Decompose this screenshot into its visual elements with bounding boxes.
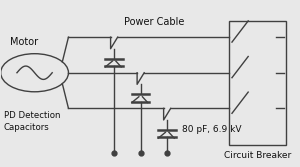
Text: Motor: Motor <box>10 37 38 47</box>
Bar <box>229 21 286 145</box>
Text: Power Cable: Power Cable <box>124 17 185 27</box>
Text: PD Detection
Capacitors: PD Detection Capacitors <box>4 111 60 132</box>
Text: Circuit Breaker: Circuit Breaker <box>224 151 291 160</box>
Text: 80 pF, 6.9 kV: 80 pF, 6.9 kV <box>182 125 242 134</box>
